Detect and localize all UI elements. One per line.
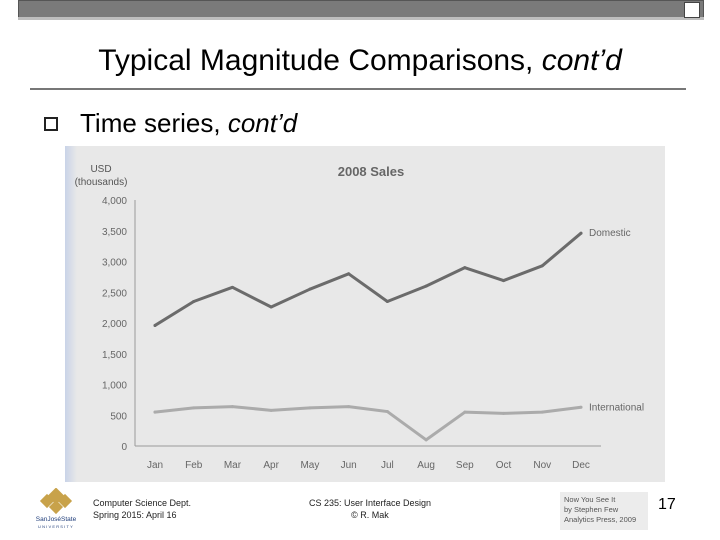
x-tick-label: Jun: [341, 460, 357, 471]
data-point: [308, 406, 312, 410]
data-point: [540, 264, 544, 268]
data-point: [502, 411, 506, 415]
logo-wordmark: SanJoséState: [36, 516, 77, 523]
x-tick-label: Feb: [185, 460, 203, 471]
y-tick-label: 1,500: [102, 350, 127, 361]
slide-title: Typical Magnitude Comparisons, cont’d: [0, 44, 720, 78]
x-tick-label: Dec: [572, 460, 590, 471]
x-tick-label: May: [300, 460, 319, 471]
footer-center: CS 235: User Interface Design © R. Mak: [270, 497, 470, 521]
y-axis-label-unit: USD: [90, 164, 111, 175]
chart-edge-shade: [65, 146, 77, 482]
top-bar: [18, 0, 704, 18]
data-point: [347, 405, 351, 409]
credit-publisher: Analytics Press, 2009: [564, 515, 637, 524]
data-point: [579, 231, 583, 235]
y-axis-label-scale: (thousands): [75, 177, 128, 188]
data-point: [424, 284, 428, 288]
x-tick-label: Nov: [533, 460, 551, 471]
series-label: Domestic: [589, 228, 631, 239]
source-credit: Now You See It by Stephen Few Analytics …: [560, 492, 648, 530]
data-point: [463, 410, 467, 414]
x-tick-label: Oct: [496, 460, 512, 471]
data-point: [579, 405, 583, 409]
data-point: [347, 272, 351, 276]
square-bullet-icon: [44, 117, 58, 131]
data-point: [269, 305, 273, 309]
x-tick-label: Apr: [263, 460, 279, 471]
footer-dept: Computer Science Dept.: [93, 498, 192, 508]
credit-author: by Stephen Few: [564, 505, 619, 514]
data-point: [385, 410, 389, 414]
y-tick-label: 3,000: [102, 258, 127, 269]
corner-box: [684, 2, 700, 18]
x-tick-label: Jul: [381, 460, 394, 471]
y-tick-label: 3,500: [102, 227, 127, 238]
slide-title-text: Typical Magnitude Comparisons,: [98, 44, 542, 77]
university-logo: SanJoséState UNIVERSITY: [36, 488, 77, 529]
data-point: [153, 410, 157, 414]
series-label: International: [589, 402, 644, 413]
x-tick-label: Mar: [224, 460, 242, 471]
data-point: [153, 323, 157, 327]
title-divider: [30, 88, 686, 90]
bullet-text: Time series, cont’d: [80, 108, 297, 139]
y-tick-label: 4,000: [102, 196, 127, 207]
y-tick-label: 0: [121, 442, 127, 453]
credit-book: Now You See It: [564, 495, 616, 504]
x-tick-label: Sep: [456, 460, 474, 471]
y-tick-label: 1,000: [102, 381, 127, 392]
logo-subtext: UNIVERSITY: [38, 524, 74, 529]
bullet-text-italic: cont’d: [227, 108, 298, 138]
bullet-text-plain: Time series,: [80, 108, 228, 138]
data-point: [540, 410, 544, 414]
y-tick-label: 500: [110, 411, 127, 422]
footer-left: Computer Science Dept. Spring 2015: Apri…: [93, 497, 191, 521]
chart-title: 2008 Sales: [338, 164, 405, 179]
data-point: [502, 279, 506, 283]
series-line-domestic: [153, 231, 583, 327]
slide-title-italic: cont’d: [541, 44, 622, 77]
data-point: [269, 408, 273, 412]
data-point: [230, 405, 234, 409]
x-tick-label: Jan: [147, 460, 163, 471]
data-point: [192, 406, 196, 410]
top-bar-stripe: [18, 17, 704, 20]
series-line-international: [153, 405, 583, 442]
data-point: [230, 285, 234, 289]
chart-image: 2008 Sales USD (thousands) 0 500 1,000 1,50…: [65, 146, 665, 482]
footer-date: Spring 2015: April 16: [93, 510, 177, 520]
page-number: 17: [658, 496, 676, 513]
data-point: [192, 299, 196, 303]
footer-course: CS 235: User Interface Design: [308, 498, 432, 508]
data-point: [308, 287, 312, 291]
y-tick-label: 2,000: [102, 319, 127, 330]
data-point: [385, 299, 389, 303]
footer-author: © R. Mak: [351, 510, 389, 520]
line-chart: 2008 Sales USD (thousands) 0 500 1,000 1,50…: [75, 164, 644, 471]
y-tick-label: 2,500: [102, 288, 127, 299]
data-point: [424, 438, 428, 442]
x-tick-label: Aug: [417, 460, 435, 471]
data-point: [463, 266, 467, 270]
